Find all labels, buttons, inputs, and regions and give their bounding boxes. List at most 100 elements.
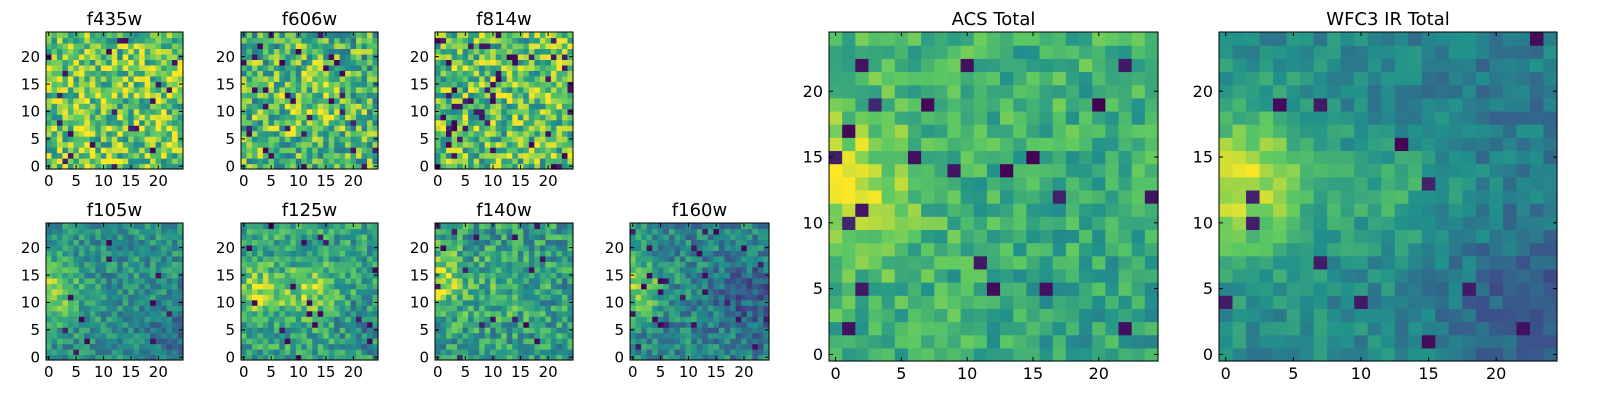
- heatmap-cell: [697, 327, 703, 333]
- heatmap-cell: [1013, 335, 1027, 349]
- heatmap-cell: [496, 120, 502, 126]
- heatmap-cell: [747, 289, 753, 295]
- heatmap-cell: [329, 239, 335, 245]
- heatmap-cell: [485, 153, 491, 159]
- heatmap-cell: [1053, 308, 1067, 322]
- heatmap-cell: [1040, 322, 1054, 336]
- heatmap-cell: [318, 327, 324, 333]
- heatmap-cell: [257, 338, 263, 344]
- heatmap-cell: [512, 349, 518, 355]
- heatmap-cell: [139, 228, 145, 234]
- heatmap-cell: [713, 294, 719, 300]
- heatmap-cell: [90, 158, 96, 164]
- heatmap-cell: [117, 305, 123, 311]
- heatmap-cell: [172, 338, 178, 344]
- heatmap-cell: [658, 316, 664, 322]
- heatmap-cell: [145, 147, 151, 153]
- heatmap-cell: [1040, 282, 1054, 296]
- heatmap-cell: [961, 216, 975, 230]
- heatmap-cell: [62, 37, 68, 43]
- heatmap-cell: [435, 228, 441, 234]
- heatmap-cell: [507, 125, 513, 131]
- heatmap-cell: [106, 70, 112, 76]
- heatmap-cell: [868, 295, 882, 309]
- heatmap-cell: [246, 153, 252, 159]
- heatmap-cell: [708, 261, 714, 267]
- heatmap-cell: [529, 48, 535, 54]
- heatmap-cell: [101, 136, 107, 142]
- heatmap-cell: [172, 294, 178, 300]
- heatmap-cell: [312, 136, 318, 142]
- heatmap-cell: [529, 131, 535, 137]
- heatmap-cell: [57, 267, 63, 273]
- heatmap-cell: [106, 223, 112, 229]
- heatmap-cell: [252, 109, 258, 115]
- heatmap-cell: [1105, 203, 1119, 217]
- heatmap-cell: [463, 344, 469, 350]
- heatmap-cell: [84, 239, 90, 245]
- heatmap-cell: [351, 300, 357, 306]
- heatmap-cell: [485, 43, 491, 49]
- heatmap-cell: [529, 142, 535, 148]
- heatmap-cell: [540, 261, 546, 267]
- heatmap-cell: [106, 120, 112, 126]
- heatmap-cell: [895, 243, 909, 257]
- heatmap-cell: [747, 333, 753, 339]
- heatmap-cell: [921, 256, 935, 270]
- heatmap-cell: [647, 223, 653, 229]
- heatmap-cell: [329, 32, 335, 38]
- heatmap-cell: [501, 54, 507, 60]
- heatmap-cell: [312, 125, 318, 131]
- heatmap-cell: [257, 43, 263, 49]
- heatmap-cell: [362, 142, 368, 148]
- heatmap-cell: [252, 289, 258, 295]
- heatmap-cell: [95, 327, 101, 333]
- heatmap-cell: [51, 92, 57, 98]
- heatmap-cell: [84, 344, 90, 350]
- heatmap-cell: [356, 234, 362, 240]
- heatmap-cell: [545, 250, 551, 256]
- heatmap-cell: [485, 234, 491, 240]
- heatmap-cell: [697, 300, 703, 306]
- heatmap-cell: [435, 311, 441, 317]
- heatmap-cell: [921, 203, 935, 217]
- heatmap-cell: [57, 43, 63, 49]
- heatmap-cell: [117, 65, 123, 71]
- heatmap-cell: [490, 311, 496, 317]
- heatmap-cell: [345, 311, 351, 317]
- heatmap-cell: [79, 147, 85, 153]
- heatmap-cell: [246, 333, 252, 339]
- heatmap-cell: [167, 305, 173, 311]
- heatmap-cell: [490, 300, 496, 306]
- heatmap-cell: [468, 37, 474, 43]
- heatmap-cell: [367, 250, 373, 256]
- heatmap-cell: [758, 245, 764, 251]
- heatmap-cell: [117, 223, 123, 229]
- heatmap-cell: [167, 142, 173, 148]
- heatmap-cell: [57, 158, 63, 164]
- heatmap-cell: [167, 245, 173, 251]
- heatmap-cell: [507, 131, 513, 137]
- heatmap-cell: [725, 305, 731, 311]
- heatmap-cell: [490, 125, 496, 131]
- heatmap-cell: [518, 120, 524, 126]
- heatmap-cell: [529, 338, 535, 344]
- heatmap-cell: [441, 76, 447, 82]
- heatmap-cell: [117, 70, 123, 76]
- heatmap-cell: [1066, 308, 1080, 322]
- heatmap-cell: [307, 92, 313, 98]
- heatmap-cell: [669, 272, 675, 278]
- heatmap-cell: [279, 267, 285, 273]
- heatmap-cell: [702, 289, 708, 295]
- heatmap-cell: [691, 327, 697, 333]
- heatmap-cell: [545, 103, 551, 109]
- heatmap-cell: [1040, 203, 1054, 217]
- heatmap-cell: [246, 158, 252, 164]
- heatmap-cell: [551, 131, 557, 137]
- heatmap-cell: [556, 43, 562, 49]
- heatmap-cell: [895, 282, 909, 296]
- heatmap-cell: [257, 81, 263, 87]
- heatmap-cell: [279, 234, 285, 240]
- heatmap-cell: [145, 322, 151, 328]
- heatmap-cell: [551, 65, 557, 71]
